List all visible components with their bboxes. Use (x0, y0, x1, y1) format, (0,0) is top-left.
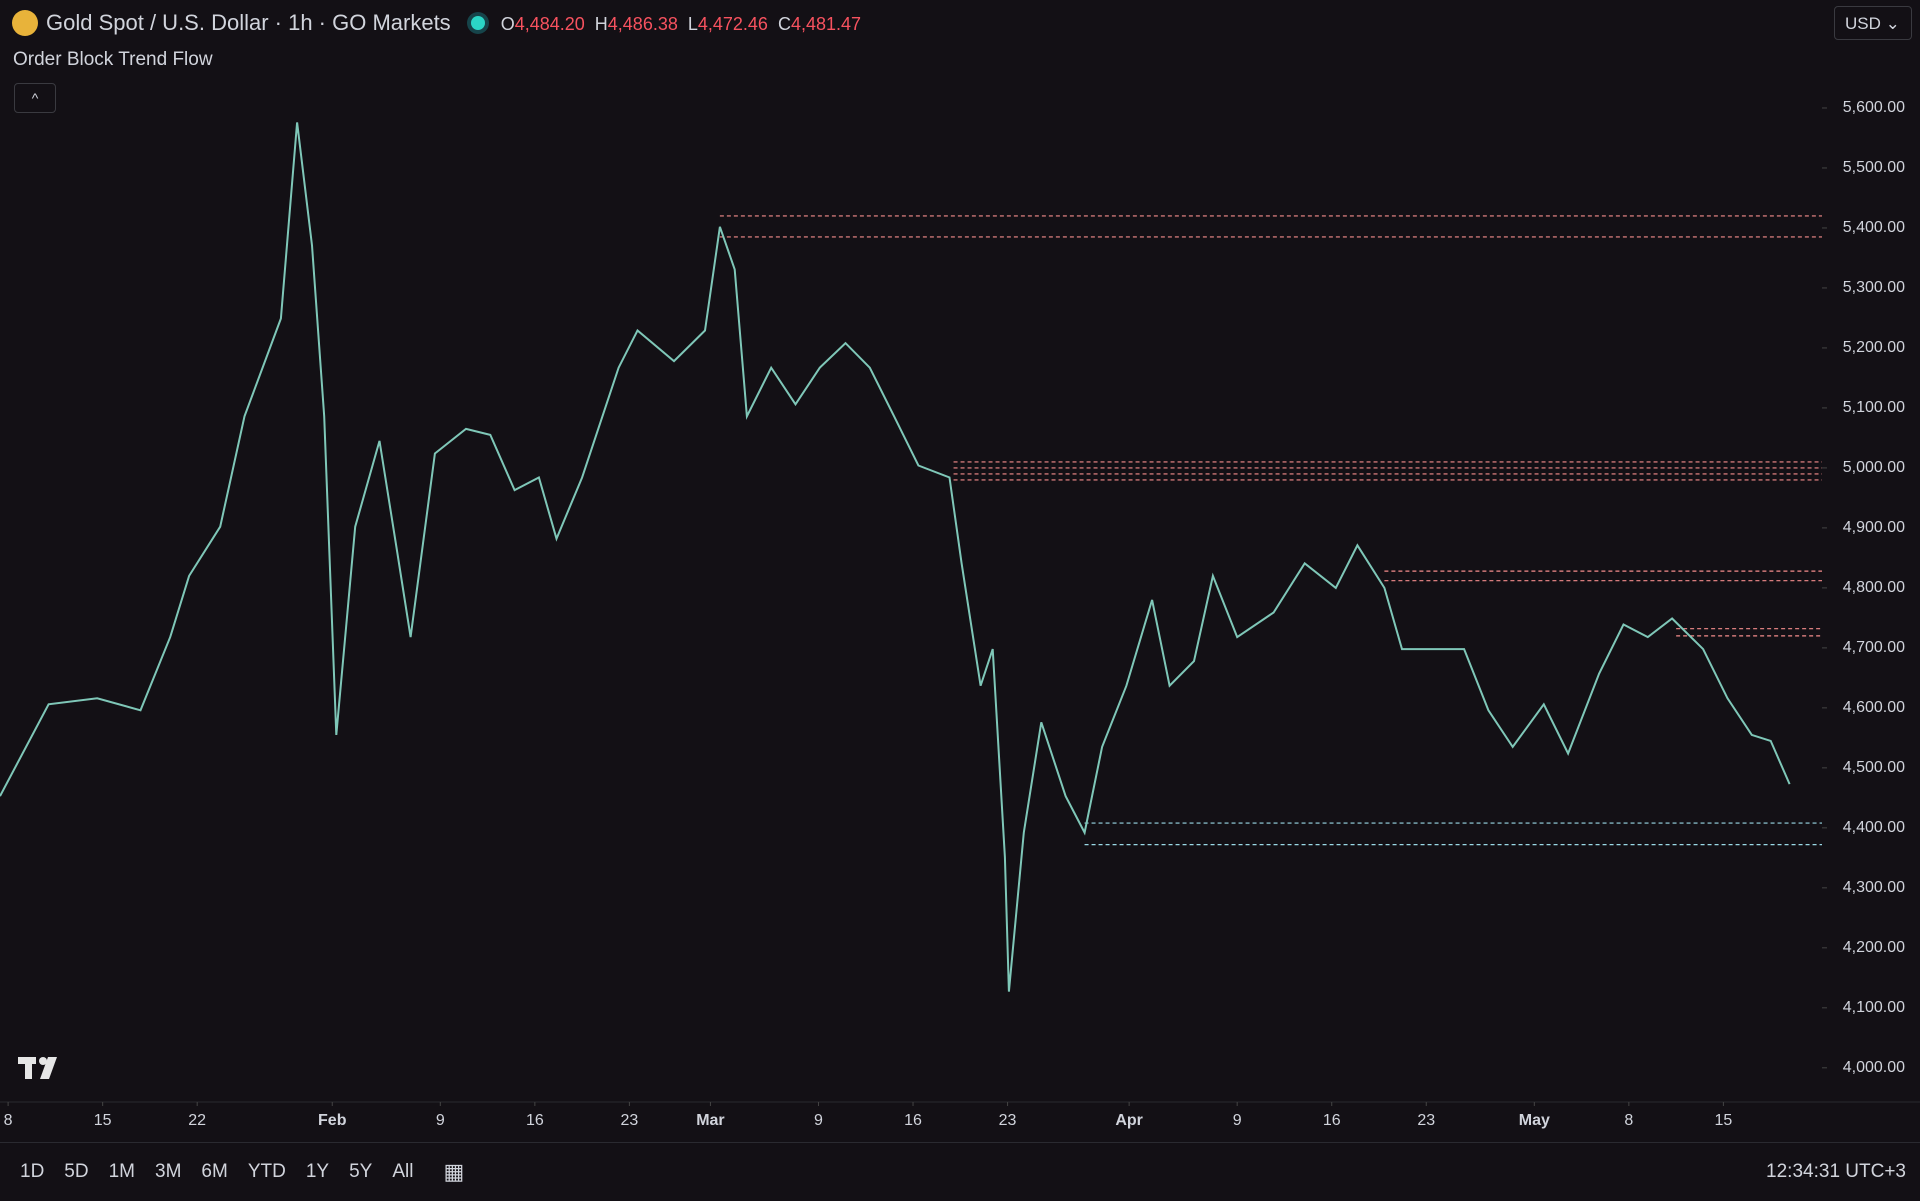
y-tick-label: 4,800.00 (1843, 579, 1905, 596)
y-tick-label: 4,100.00 (1843, 999, 1905, 1016)
x-tick-label: 23 (1417, 1112, 1435, 1129)
x-tick-label: 9 (1233, 1112, 1242, 1129)
date-range-icon[interactable]: ▦ (443, 1159, 465, 1184)
bottom-toolbar: 1D 5D 1M 3M 6M YTD 1Y 5Y All ▦ 12:34:31 UTC+3 (0, 1142, 1920, 1201)
y-tick-label: 4,300.00 (1843, 879, 1905, 896)
x-tick-label: Mar (696, 1112, 724, 1129)
clock: 12:34:31 UTC+3 (1766, 1161, 1906, 1182)
x-tick-label: 16 (904, 1112, 922, 1129)
y-tick-label: 4,700.00 (1843, 639, 1905, 656)
tradingview-logo (18, 1057, 57, 1079)
y-tick-label: 4,000.00 (1843, 1059, 1905, 1076)
y-tick-label: 5,600.00 (1843, 99, 1905, 116)
ohlc-label: L (687, 14, 698, 34)
y-tick-label: 4,500.00 (1843, 759, 1905, 776)
collapse-button[interactable]: ^ (14, 83, 56, 113)
x-tick-label: 22 (188, 1112, 206, 1129)
y-tick-label: 4,400.00 (1843, 819, 1905, 836)
range-button[interactable]: 6M (191, 1161, 237, 1183)
range-button[interactable]: YTD (238, 1161, 296, 1183)
x-tick-label: 8 (1624, 1112, 1633, 1129)
ohlc-label: C (777, 14, 791, 34)
y-tick-label: 4,600.00 (1843, 699, 1905, 716)
ohlc-value: 4,486.38 (607, 14, 678, 34)
ohlc-value: 4,484.20 (514, 14, 585, 34)
x-tick-label: 23 (999, 1112, 1017, 1129)
symbol-icon (12, 10, 38, 36)
range-button[interactable]: 5Y (339, 1161, 382, 1183)
x-tick-label: 15 (94, 1112, 112, 1129)
y-tick-label: 4,900.00 (1843, 519, 1905, 536)
range-button[interactable]: 1M (99, 1161, 145, 1183)
ohlc-value: 4,481.47 (790, 14, 862, 34)
range-button[interactable]: 1Y (296, 1161, 339, 1183)
y-tick-label: 5,300.00 (1843, 279, 1905, 296)
currency-select[interactable]: USD ⌄ (1834, 6, 1912, 40)
ohlc-label: O (500, 14, 515, 34)
range-button[interactable]: 1D (10, 1161, 54, 1183)
x-tick-label: May (1519, 1112, 1550, 1129)
x-tick-label: 16 (1323, 1112, 1341, 1129)
chart: 4,000.00 4,100.00 4,200.00 4,300.00 4,400.00… (0, 99, 1920, 1129)
y-tick-label: 4,200.00 (1843, 939, 1905, 956)
y-tick-label: 5,000.00 (1843, 459, 1905, 476)
range-button[interactable]: All (382, 1161, 423, 1183)
x-tick-label: 15 (1715, 1112, 1733, 1129)
y-tick-label: 5,500.00 (1843, 159, 1905, 176)
y-tick-label: 5,200.00 (1843, 339, 1905, 356)
x-tick-label: 16 (526, 1112, 544, 1129)
currency: USD (1845, 14, 1881, 33)
market-status (470, 16, 485, 30)
x-tick-label: 9 (436, 1112, 445, 1129)
ohlc: O4,484.20 H4,486.38 L4,472.46 C4,481.47 (501, 10, 871, 36)
x-tick-label: Apr (1115, 1112, 1143, 1129)
x-tick-label: 23 (620, 1112, 638, 1129)
symbol-title[interactable]: Gold Spot / U.S. Dollar · 1h · GO Market… (46, 10, 451, 35)
y-tick-label: 5,100.00 (1843, 399, 1905, 416)
ohlc-value: 4,472.46 (697, 14, 768, 34)
x-tick-label: 9 (814, 1112, 823, 1129)
x-tick-label: 8 (4, 1112, 13, 1129)
symbol-header: Gold Spot / U.S. Dollar · 1h · GO Market… (12, 10, 871, 36)
range-button[interactable]: 3M (145, 1161, 191, 1183)
price-line (0, 122, 1791, 992)
x-tick-label: Feb (318, 1112, 347, 1129)
y-tick-label: 5,400.00 (1843, 219, 1905, 236)
range-buttons: 1D 5D 1M 3M 6M YTD 1Y 5Y All (0, 1161, 423, 1183)
indicator-name[interactable]: Order Block Trend Flow (13, 49, 213, 70)
range-button[interactable]: 5D (54, 1161, 98, 1183)
ohlc-label: H (594, 14, 608, 34)
